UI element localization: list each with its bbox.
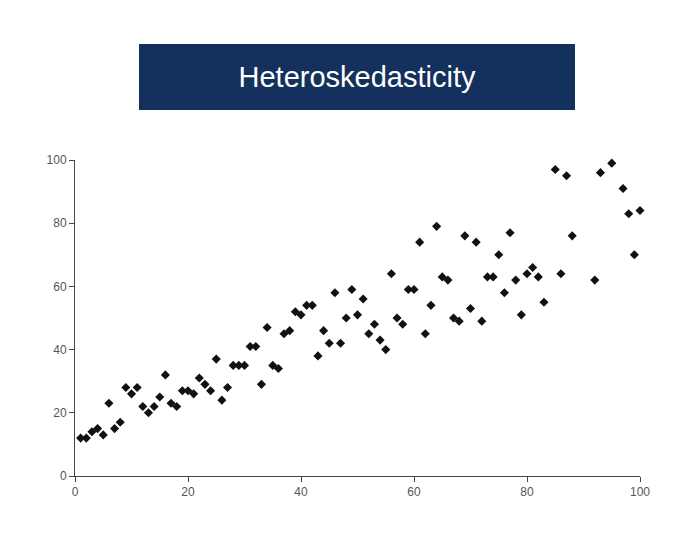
svg-text:0: 0 <box>72 485 79 499</box>
svg-text:100: 100 <box>47 153 67 167</box>
svg-text:20: 20 <box>53 406 67 420</box>
svg-text:80: 80 <box>520 485 534 499</box>
svg-text:60: 60 <box>53 280 67 294</box>
svg-text:20: 20 <box>181 485 195 499</box>
svg-text:0: 0 <box>60 469 67 483</box>
html-text:Heteroskedasticity: Heteroskedasticity <box>238 60 476 93</box>
svg-text:60: 60 <box>407 485 421 499</box>
svg-text:40: 40 <box>294 485 308 499</box>
svg-text:100: 100 <box>630 485 650 499</box>
svg-text:80: 80 <box>53 216 67 230</box>
svg-text:40: 40 <box>53 343 67 357</box>
